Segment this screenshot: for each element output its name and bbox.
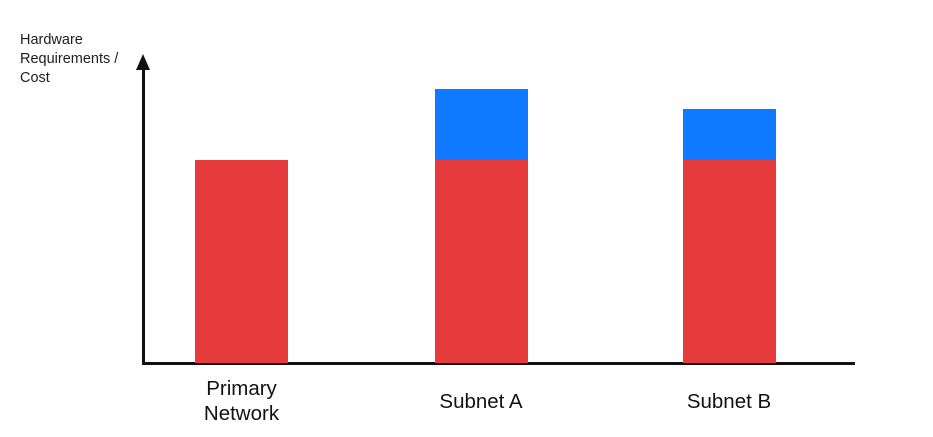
x-axis-label-2: Subnet B — [686, 389, 772, 413]
bar-0-red-segment — [195, 160, 288, 363]
y-axis-line — [142, 66, 145, 365]
x-axis-label-1: Subnet A — [439, 389, 523, 413]
y-axis-arrowhead-icon — [136, 54, 150, 70]
bar-1-blue-segment — [434, 89, 528, 160]
x-axis-label-0: Primary Network — [203, 377, 280, 425]
x-axis-line — [142, 362, 855, 365]
y-axis-label: Hardware Requirements / Cost — [20, 32, 119, 86]
bar-2-red-segment — [682, 160, 776, 363]
bar-1-red-segment — [434, 160, 528, 363]
bar-2-blue-segment — [682, 109, 776, 160]
